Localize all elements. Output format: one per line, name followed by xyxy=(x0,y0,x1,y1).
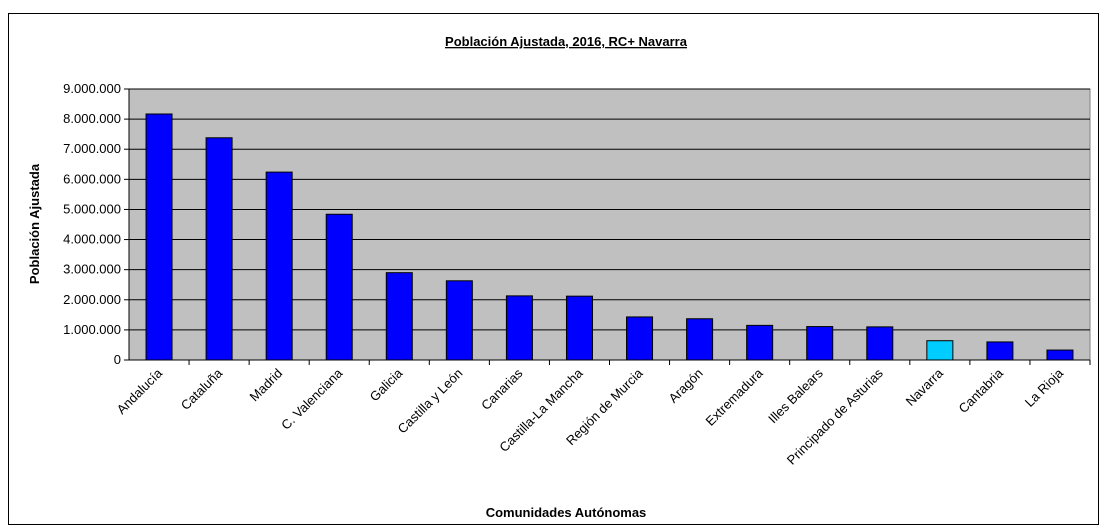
x-tick-label: Navarra xyxy=(903,365,947,409)
y-tick-label: 5.000.000 xyxy=(63,201,121,216)
x-tick-label: C. Valenciana xyxy=(278,365,346,433)
plot-area: 0 1.000.000 2.000.000 3.000.000 4.000.000 5.0… xyxy=(63,81,1091,468)
bar-andaluc-a xyxy=(145,113,173,361)
bar-principado-de-asturias xyxy=(866,326,894,361)
bar-castilla-la-mancha xyxy=(565,295,593,361)
x-tick-label: Galicia xyxy=(367,365,406,404)
x-tick-label: Canarias xyxy=(478,365,526,413)
bar-castilla-y-le-n xyxy=(445,280,473,361)
bar-canarias xyxy=(505,295,533,361)
y-tick-label: 2.000.000 xyxy=(63,292,121,307)
bar-chart: Población Ajustada, 2016, RC+ Navarra 0 1… xyxy=(27,34,1091,520)
bar-catalu-a xyxy=(205,137,233,361)
x-tick-label: Aragón xyxy=(665,366,705,406)
bar-regi-n-de-murcia xyxy=(626,316,654,361)
x-axis-label: Comunidades Autónomas xyxy=(486,505,647,520)
bar-extremadura xyxy=(746,324,774,361)
y-tick-label: 0 xyxy=(114,352,121,367)
chart-title: Población Ajustada, 2016, RC+ Navarra xyxy=(445,34,688,49)
x-tick-label: La Rioja xyxy=(1022,365,1067,410)
bar-navarra xyxy=(926,340,954,361)
y-tick-label: 3.000.000 xyxy=(63,262,121,277)
bar-arag-n xyxy=(686,318,714,361)
x-tick-label: Cantabria xyxy=(956,365,1007,416)
bar-galicia xyxy=(385,272,413,361)
bar-cantabria xyxy=(986,341,1014,361)
bar-illes-balears xyxy=(806,326,834,361)
x-tick-label: Illes Balears xyxy=(765,365,826,426)
y-tick-label: 6.000.000 xyxy=(63,171,121,186)
bar-c-valenciana xyxy=(325,213,353,361)
x-tick-label: Andalucía xyxy=(114,365,166,417)
x-tick-label: Madrid xyxy=(247,366,286,405)
y-tick-label: 4.000.000 xyxy=(63,232,121,247)
y-axis-label: Población Ajustada xyxy=(27,163,42,284)
x-tick-label: Extremadura xyxy=(703,365,767,429)
bar-madrid xyxy=(265,171,293,361)
x-tick-label: Cataluña xyxy=(178,365,226,413)
y-tick-label: 1.000.000 xyxy=(63,322,121,337)
y-tick-label: 9.000.000 xyxy=(63,81,121,96)
y-tick-label: 8.000.000 xyxy=(63,111,121,126)
chart-frame: Población Ajustada, 2016, RC+ Navarra 0 1… xyxy=(8,13,1099,525)
y-tick-label: 7.000.000 xyxy=(63,141,121,156)
bar-la-rioja xyxy=(1046,349,1074,361)
